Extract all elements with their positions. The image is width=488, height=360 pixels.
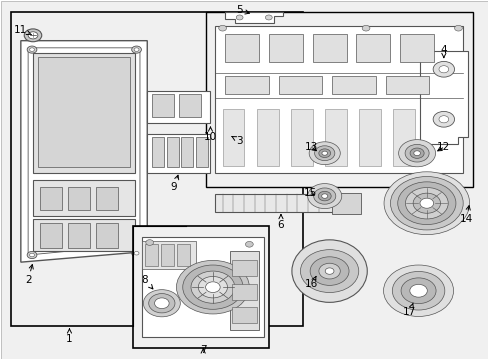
Text: 10: 10 <box>203 127 217 142</box>
Text: 16: 16 <box>305 276 318 289</box>
FancyBboxPatch shape <box>215 26 462 173</box>
Ellipse shape <box>291 240 366 302</box>
Text: 5: 5 <box>236 5 249 15</box>
Circle shape <box>314 146 334 161</box>
Circle shape <box>131 249 141 257</box>
FancyBboxPatch shape <box>179 94 201 117</box>
FancyBboxPatch shape <box>144 244 158 266</box>
Text: 14: 14 <box>459 206 472 224</box>
FancyBboxPatch shape <box>232 260 256 276</box>
FancyBboxPatch shape <box>166 137 179 167</box>
Circle shape <box>131 46 141 53</box>
Text: 2: 2 <box>25 265 33 285</box>
FancyBboxPatch shape <box>33 180 135 216</box>
Circle shape <box>205 282 220 293</box>
Circle shape <box>27 46 37 53</box>
FancyBboxPatch shape <box>256 109 278 166</box>
FancyBboxPatch shape <box>152 137 164 167</box>
Circle shape <box>432 111 454 127</box>
FancyBboxPatch shape <box>177 244 190 266</box>
Circle shape <box>398 140 435 167</box>
FancyBboxPatch shape <box>96 223 117 248</box>
Circle shape <box>438 116 448 123</box>
Text: 6: 6 <box>277 215 284 230</box>
Text: 1: 1 <box>66 329 73 344</box>
Circle shape <box>318 263 340 279</box>
Text: 8: 8 <box>141 275 153 289</box>
Text: 4: 4 <box>440 45 446 58</box>
FancyBboxPatch shape <box>40 223 62 248</box>
Text: 13: 13 <box>305 142 318 152</box>
Circle shape <box>383 265 453 316</box>
Circle shape <box>236 15 243 20</box>
FancyBboxPatch shape <box>268 33 302 62</box>
Circle shape <box>313 188 335 204</box>
Circle shape <box>198 276 227 298</box>
FancyBboxPatch shape <box>161 244 174 266</box>
FancyBboxPatch shape <box>356 33 389 62</box>
Circle shape <box>176 260 249 314</box>
Circle shape <box>143 290 180 317</box>
FancyBboxPatch shape <box>229 251 259 330</box>
Circle shape <box>148 294 175 313</box>
Text: 12: 12 <box>436 142 449 152</box>
FancyBboxPatch shape <box>312 33 346 62</box>
Circle shape <box>145 240 153 246</box>
Circle shape <box>397 182 455 225</box>
Polygon shape <box>21 41 147 262</box>
FancyBboxPatch shape <box>33 219 135 251</box>
Circle shape <box>218 25 226 31</box>
Text: 15: 15 <box>303 188 316 198</box>
FancyBboxPatch shape <box>324 109 346 166</box>
FancyBboxPatch shape <box>152 94 174 117</box>
FancyBboxPatch shape <box>40 187 62 210</box>
Text: 17: 17 <box>403 303 416 317</box>
Circle shape <box>318 149 330 158</box>
Circle shape <box>309 257 348 285</box>
FancyBboxPatch shape <box>196 137 207 167</box>
Circle shape <box>300 249 358 293</box>
Circle shape <box>325 268 333 274</box>
Circle shape <box>391 271 444 310</box>
FancyBboxPatch shape <box>358 109 380 166</box>
Circle shape <box>183 265 243 309</box>
Circle shape <box>400 278 435 303</box>
FancyBboxPatch shape <box>278 76 322 94</box>
Circle shape <box>154 298 169 309</box>
Text: 7: 7 <box>200 345 206 355</box>
FancyBboxPatch shape <box>96 187 117 210</box>
FancyBboxPatch shape <box>232 284 256 300</box>
Circle shape <box>438 66 448 73</box>
Circle shape <box>30 253 34 257</box>
Circle shape <box>432 62 454 77</box>
Circle shape <box>362 25 369 31</box>
Circle shape <box>307 184 341 208</box>
Circle shape <box>27 251 37 258</box>
FancyBboxPatch shape <box>224 76 268 94</box>
FancyBboxPatch shape <box>11 12 302 327</box>
FancyBboxPatch shape <box>33 53 135 173</box>
Circle shape <box>318 191 330 201</box>
Circle shape <box>409 148 423 158</box>
Circle shape <box>245 242 253 247</box>
Circle shape <box>419 198 433 208</box>
Circle shape <box>404 144 428 162</box>
Circle shape <box>191 271 234 303</box>
Circle shape <box>308 142 340 165</box>
Text: 11: 11 <box>14 25 31 35</box>
FancyBboxPatch shape <box>385 76 428 94</box>
FancyBboxPatch shape <box>147 134 210 173</box>
FancyBboxPatch shape <box>222 109 244 166</box>
Circle shape <box>454 25 461 31</box>
Circle shape <box>134 251 139 255</box>
Circle shape <box>409 284 427 297</box>
Circle shape <box>265 15 272 20</box>
Circle shape <box>30 48 34 51</box>
Text: 9: 9 <box>170 175 178 192</box>
Text: 3: 3 <box>231 136 243 146</box>
FancyBboxPatch shape <box>142 237 264 337</box>
Circle shape <box>383 172 468 235</box>
FancyBboxPatch shape <box>68 223 90 248</box>
FancyBboxPatch shape <box>399 33 433 62</box>
